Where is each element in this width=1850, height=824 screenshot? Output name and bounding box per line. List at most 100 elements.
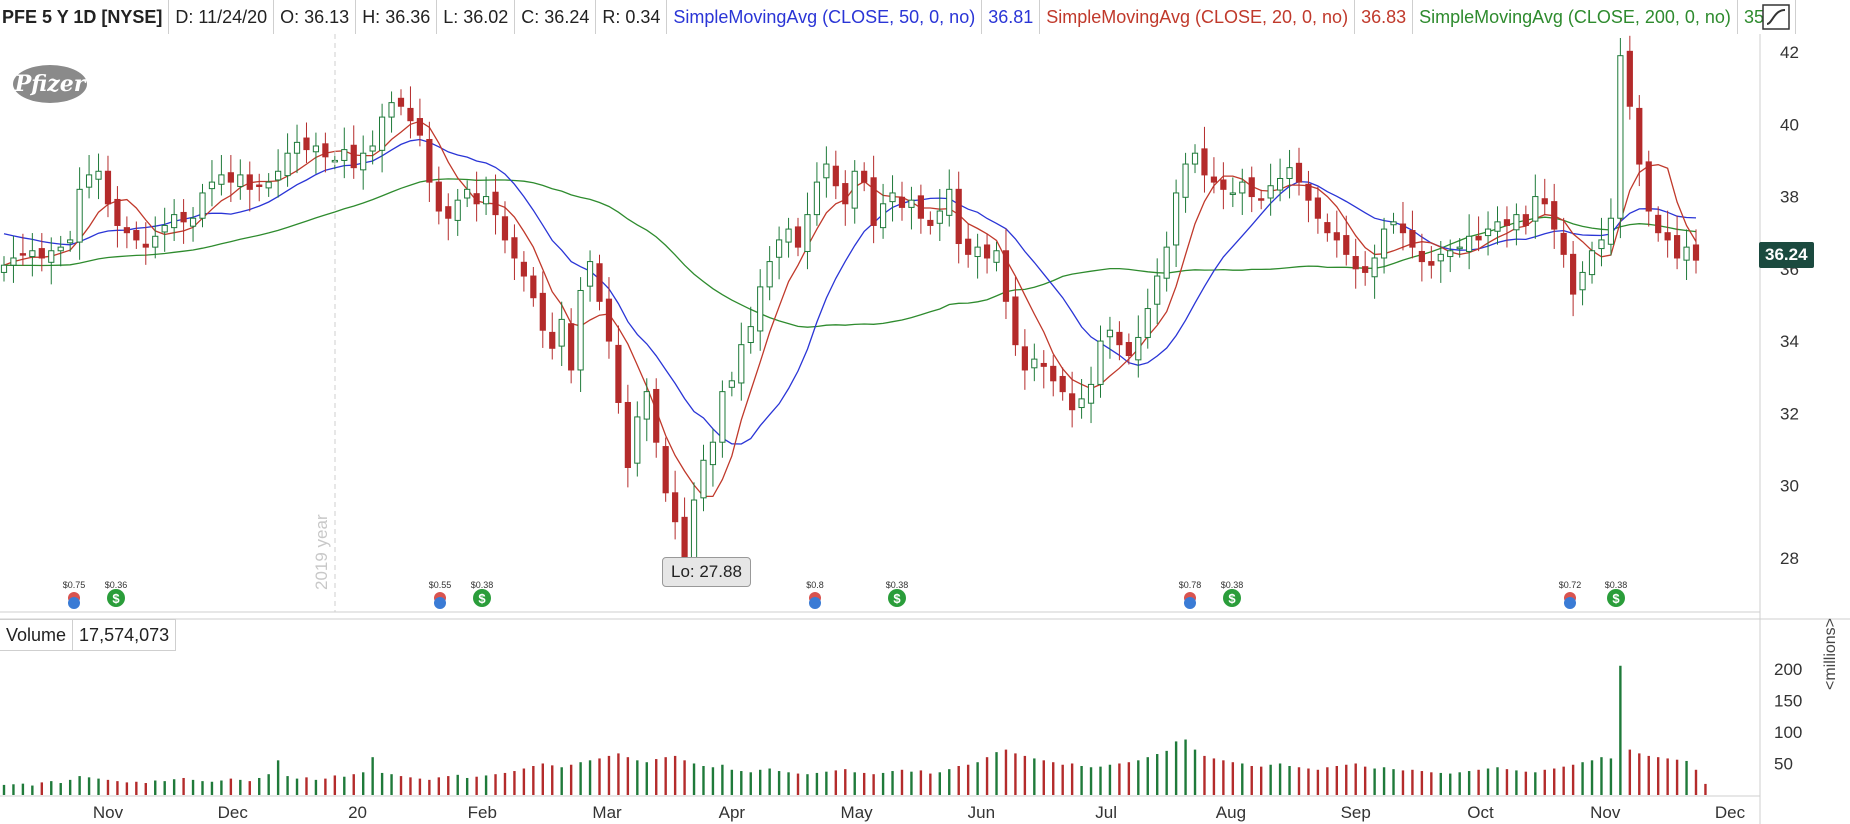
volume-bar	[361, 772, 365, 795]
volume-bar	[740, 771, 743, 795]
info-icon	[434, 597, 446, 609]
candle-body	[776, 239, 783, 258]
sma50-study-label[interactable]: SimpleMovingAvg (CLOSE, 50, 0, no)	[667, 0, 983, 34]
volume-bar	[966, 764, 970, 795]
volume-bar	[957, 766, 960, 795]
candle-body	[1645, 161, 1652, 212]
volume-bar	[1137, 760, 1140, 795]
candle-body	[303, 137, 310, 151]
candle-body	[218, 174, 225, 185]
candle-body	[454, 199, 461, 221]
candle-body	[1343, 235, 1350, 255]
volume-bar	[1052, 762, 1055, 795]
low-value: L: 36.02	[437, 0, 516, 34]
volume-bar	[1553, 768, 1556, 795]
volume-bar	[248, 781, 251, 795]
time-tick-label: Feb	[468, 803, 497, 822]
candle-body	[1276, 178, 1284, 191]
volume-bar	[1241, 763, 1244, 795]
symbol-label[interactable]: PFE 5 Y 1D [NYSE]	[0, 0, 170, 34]
candle-body	[1173, 192, 1180, 246]
candle-body	[275, 170, 282, 181]
candle-body	[1097, 340, 1104, 385]
candle-body	[965, 238, 972, 255]
candle-body	[813, 181, 821, 216]
candle-body	[1031, 358, 1038, 369]
sma200-study-label[interactable]: SimpleMovingAvg (CLOSE, 200, 0, no)	[1413, 0, 1738, 34]
volume-bar	[1562, 766, 1565, 795]
candle-body	[227, 172, 234, 183]
volume-bar	[163, 781, 166, 795]
candle-body	[1154, 275, 1161, 305]
volume-bar	[465, 777, 469, 795]
candle-body	[161, 224, 168, 233]
line-tool-icon[interactable]	[1762, 4, 1790, 30]
candle-body	[189, 217, 197, 227]
sma20-study-value: 36.83	[1355, 0, 1414, 34]
volume-bar	[1534, 772, 1537, 795]
volume-bar	[721, 764, 724, 795]
candle-body	[199, 192, 206, 219]
volume-bar	[229, 778, 233, 795]
candle-body	[246, 174, 253, 190]
candle-body	[898, 196, 906, 208]
volume-bar	[1354, 763, 1357, 795]
candle-body	[445, 206, 452, 219]
candle-body	[1078, 398, 1085, 409]
volume-bar	[1439, 772, 1442, 795]
volume-bar	[1222, 760, 1225, 795]
candle-body	[57, 246, 64, 252]
close-value: C: 36.24	[515, 0, 597, 34]
volume-axis: 50 100 150 200	[1774, 660, 1802, 774]
candle-body	[1163, 246, 1170, 279]
candle-body	[823, 163, 830, 179]
volume-bar	[759, 769, 762, 795]
candle-body	[634, 416, 641, 464]
pane-separators	[0, 34, 1850, 824]
volume-bar	[1004, 749, 1008, 795]
dollar-sign-glyph: $	[112, 591, 120, 606]
last-price-badge: 36.24	[1759, 242, 1814, 268]
candle-body	[728, 380, 735, 388]
candle-body	[312, 145, 320, 153]
price-tick-label: 28	[1780, 549, 1799, 568]
candle-body	[1182, 163, 1189, 198]
candle-body	[1494, 221, 1501, 232]
candle-body	[1248, 177, 1255, 198]
candle-body	[549, 331, 556, 349]
volume-bar	[1250, 766, 1253, 795]
dividend-value-label: $0.38	[471, 580, 494, 590]
candle-body	[1002, 250, 1010, 302]
volume-bar	[607, 755, 611, 795]
volume-bar	[844, 769, 847, 795]
sma20-study-label[interactable]: SimpleMovingAvg (CLOSE, 20, 0, no)	[1040, 0, 1356, 34]
candle-body	[681, 516, 688, 562]
volume-bar	[220, 780, 223, 795]
earnings-value-label: $0.75	[63, 580, 86, 590]
volume-bar	[853, 772, 856, 795]
candle-body	[1475, 235, 1482, 241]
volume-bar	[31, 785, 34, 795]
candle-body	[1664, 232, 1671, 241]
volume-bar	[995, 752, 998, 795]
earnings-value-label: $0.78	[1179, 580, 1202, 590]
info-icon	[1184, 597, 1196, 609]
volume-label[interactable]: Volume	[0, 620, 74, 650]
volume-bar	[1345, 764, 1348, 795]
volume-bar	[645, 762, 648, 795]
candle-body	[341, 149, 348, 161]
volume-bar	[1694, 769, 1698, 795]
candle-body	[265, 181, 272, 189]
volume-tick-label: 100	[1774, 723, 1802, 742]
volume-bar	[1033, 758, 1036, 795]
volume-bar	[135, 781, 138, 795]
candle-body	[1106, 329, 1114, 338]
volume-bar	[1326, 767, 1329, 795]
volume-bar	[428, 779, 431, 795]
candle-body	[397, 97, 405, 107]
time-tick-label: Sep	[1341, 803, 1371, 822]
volume-bar	[636, 760, 639, 795]
candle-body	[539, 292, 546, 331]
